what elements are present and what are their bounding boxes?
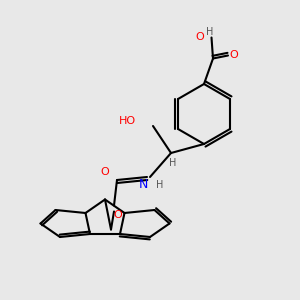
Text: N: N (139, 178, 148, 191)
Text: O: O (196, 32, 205, 42)
Text: O: O (230, 50, 238, 61)
Text: H: H (169, 158, 176, 168)
Text: O: O (101, 167, 110, 178)
Text: H: H (156, 180, 164, 190)
Text: H: H (206, 27, 213, 37)
Text: HO: HO (119, 116, 136, 127)
Text: O: O (113, 210, 122, 220)
